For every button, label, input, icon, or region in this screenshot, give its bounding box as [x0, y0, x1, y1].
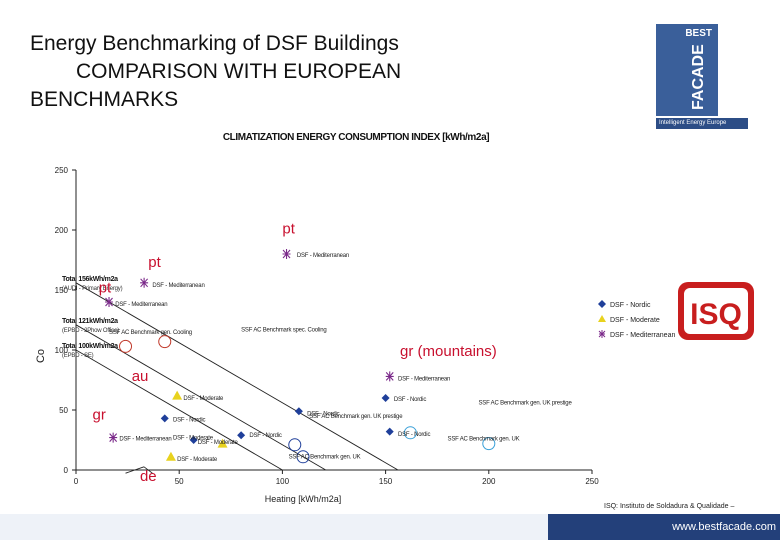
data-point [165, 451, 176, 461]
benchmark-sublabel: (EPBD - 2Phow Office) [62, 328, 119, 334]
x-tick-label: 100 [276, 477, 290, 486]
benchmark-label: Total 121kWh/m2a [62, 318, 118, 325]
slide-title-line-2: COMPARISON WITH EUROPEAN [76, 60, 402, 83]
footer-accent [548, 514, 780, 540]
legend-label: DSF - Mediterranean [610, 332, 675, 339]
point-label: SSF AC Benchmark gen. UK [289, 455, 361, 461]
point-label: DSF - Mediterranean [152, 283, 204, 289]
data-point [403, 426, 417, 440]
data-point [237, 431, 246, 440]
benchmark-label: Total 100kWh/m2a [62, 343, 118, 350]
energy-scatter-chart: CLIMATIZATION ENERGY CONSUMPTION INDEX [… [35, 132, 675, 504]
data-point [385, 427, 394, 436]
y-tick-label: 50 [59, 406, 68, 415]
x-tick-label: 150 [379, 477, 393, 486]
benchmark-line [75, 324, 326, 471]
annotation-arrow [143, 466, 153, 474]
data-point [217, 438, 228, 448]
point-label: DSF - Nordic [398, 432, 430, 438]
logo-best-text: BEST [685, 28, 712, 39]
y-tick-label: 250 [55, 166, 69, 175]
data-point [288, 438, 302, 452]
point-label: DSF - Mediterranean [297, 253, 349, 259]
point-label: DSF - Mediterranean [119, 437, 171, 443]
data-point [172, 390, 183, 400]
point-label: DSF - Moderate [173, 435, 214, 441]
point-label: DSF - Mediterranean [398, 377, 450, 383]
point-label: DSF - Moderate [177, 457, 218, 463]
legend-label: DSF - Moderate [610, 317, 660, 324]
benchmark-label: Total 156kWh/m2a [62, 276, 118, 283]
logo-subtitle: Intelligent Energy Europe [656, 118, 748, 129]
point-label: SSF AC Benchmark gen. UK [448, 437, 520, 443]
slide-title-line-1: Energy Benchmarking of DSF Buildings [30, 32, 399, 55]
point-label: DSF - Nordic [307, 411, 339, 417]
x-tick-label: 250 [585, 477, 599, 486]
x-tick-label: 200 [482, 477, 496, 486]
point-label: DSF - Nordic [173, 417, 205, 423]
isq-logo: ISQ [676, 280, 756, 342]
legend-marker [598, 315, 606, 322]
point-label: DSF - Moderate [198, 440, 239, 446]
country-annotation: gr [93, 407, 106, 424]
annotation-arrow [125, 466, 145, 474]
data-point [381, 394, 390, 402]
data-point [105, 297, 114, 307]
country-annotation: au [132, 368, 149, 385]
country-annotation: pt [99, 279, 112, 296]
y-axis-label: Co [35, 349, 47, 363]
point-label: DSF - Moderate [183, 396, 224, 402]
point-label: SSF AC Benchmark gen. UK prestige [478, 401, 572, 407]
best-facade-logo: BEST FACADE [656, 24, 718, 116]
x-tick-label: 0 [74, 477, 79, 486]
point-label: DSF - Mediterranean [115, 302, 167, 308]
slide-title-line-3: BENCHMARKS [30, 88, 179, 111]
point-label: SSF AC Benchmark spec. Cooling [241, 327, 326, 333]
logo-facade-text: FACADE [690, 44, 707, 110]
legend-marker [598, 330, 606, 338]
chart-title: CLIMATIZATION ENERGY CONSUMPTION INDEX [… [223, 132, 489, 143]
data-point [189, 436, 198, 444]
data-point [294, 407, 303, 416]
legend-label: DSF - Nordic [610, 302, 651, 309]
isq-logo-text: ISQ [690, 298, 742, 331]
country-annotation: pt [148, 254, 161, 271]
y-tick-label: 0 [64, 466, 69, 475]
isq-footnote: ISQ: Instituto de Soldadura & Qualidade … [604, 503, 735, 510]
data-point [282, 249, 291, 259]
data-point [482, 437, 496, 451]
point-label: SSF AC Benchmark gen. Cooling [109, 330, 192, 336]
data-point [385, 371, 394, 382]
y-tick-label: 200 [55, 226, 69, 235]
benchmark-sublabel: (AUDI - Primary Energy) [62, 286, 123, 292]
data-point [160, 414, 169, 423]
benchmark-sublabel: (EPBD - SE) [62, 353, 94, 359]
footer-url-link[interactable]: www.bestfacade.com [672, 521, 776, 533]
point-label: DSF - Nordic [249, 433, 281, 439]
benchmark-line [75, 349, 283, 471]
country-annotation: gr (mountains) [400, 343, 497, 360]
point-label: DSF - Nordic [394, 397, 426, 403]
data-point [109, 432, 118, 443]
data-point [296, 450, 310, 464]
data-point [158, 335, 172, 349]
country-annotation: pt [282, 221, 295, 238]
data-point [140, 277, 149, 288]
legend-marker [598, 300, 606, 308]
y-tick-label: 100 [55, 346, 69, 355]
benchmark-line [75, 282, 399, 471]
country-annotation: de [140, 468, 157, 485]
data-point [119, 339, 133, 353]
y-tick-label: 150 [55, 286, 69, 295]
x-tick-label: 50 [175, 477, 184, 486]
x-axis-label: Heating [kWh/m2a] [265, 494, 342, 504]
point-label: SSF AC Benchmark gen. UK prestige [309, 414, 403, 420]
